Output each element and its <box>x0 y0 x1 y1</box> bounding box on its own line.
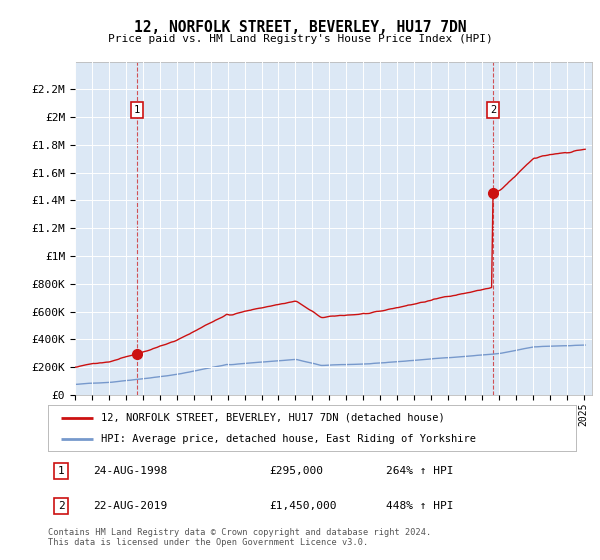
Text: £295,000: £295,000 <box>270 466 324 476</box>
Text: 22-AUG-2019: 22-AUG-2019 <box>93 501 167 511</box>
Text: 2: 2 <box>490 105 496 115</box>
Text: 24-AUG-1998: 24-AUG-1998 <box>93 466 167 476</box>
Text: 448% ↑ HPI: 448% ↑ HPI <box>386 501 454 511</box>
Text: Price paid vs. HM Land Registry's House Price Index (HPI): Price paid vs. HM Land Registry's House … <box>107 34 493 44</box>
Text: 264% ↑ HPI: 264% ↑ HPI <box>386 466 454 476</box>
Text: 12, NORFOLK STREET, BEVERLEY, HU17 7DN: 12, NORFOLK STREET, BEVERLEY, HU17 7DN <box>134 20 466 35</box>
Text: HPI: Average price, detached house, East Riding of Yorkshire: HPI: Average price, detached house, East… <box>101 435 476 444</box>
Text: Contains HM Land Registry data © Crown copyright and database right 2024.
This d: Contains HM Land Registry data © Crown c… <box>48 528 431 547</box>
Text: 12, NORFOLK STREET, BEVERLEY, HU17 7DN (detached house): 12, NORFOLK STREET, BEVERLEY, HU17 7DN (… <box>101 413 445 423</box>
Text: 2: 2 <box>58 501 65 511</box>
Text: 1: 1 <box>134 105 140 115</box>
Text: 1: 1 <box>58 466 65 476</box>
Text: £1,450,000: £1,450,000 <box>270 501 337 511</box>
